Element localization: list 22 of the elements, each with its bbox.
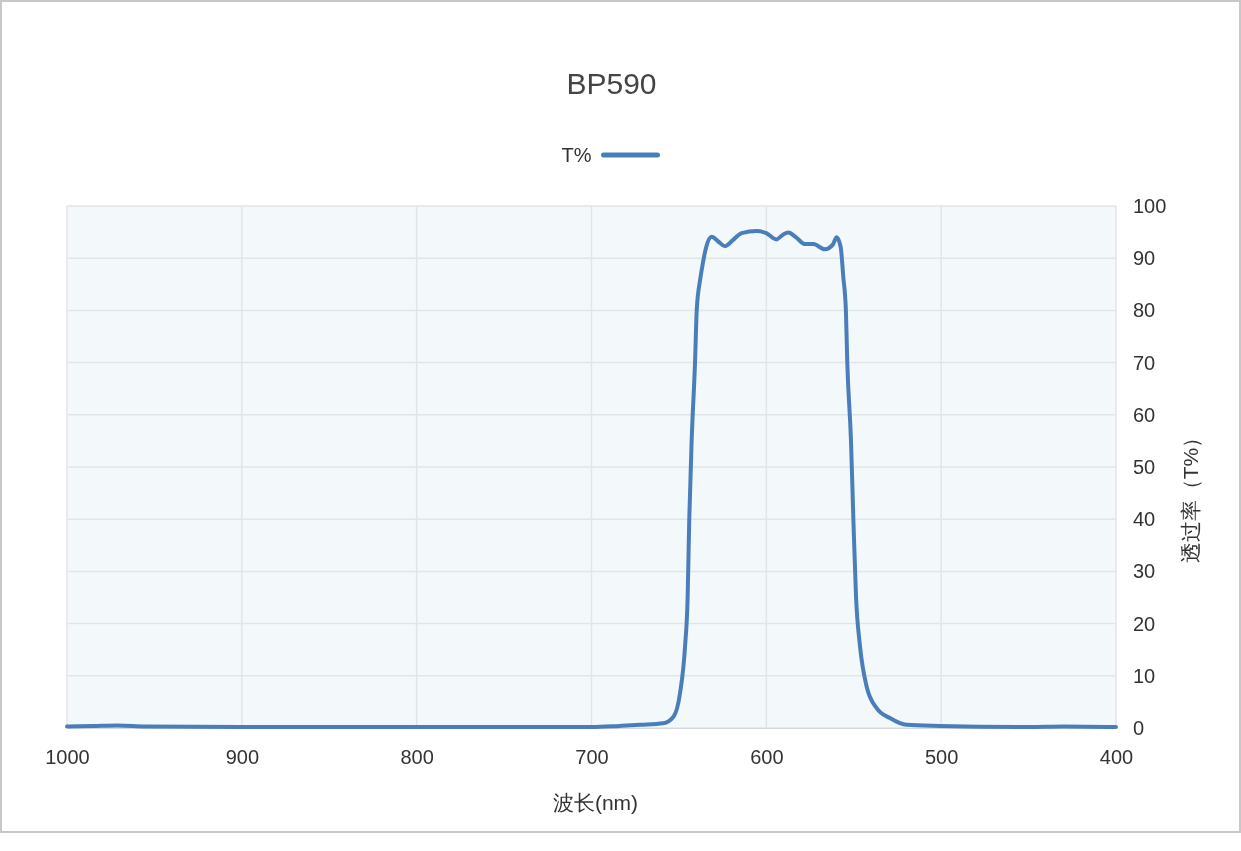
x-tick-label: 400 [1099,746,1134,769]
y-tick-label: 60 [1133,403,1156,426]
y-tick-label: 0 [1133,716,1145,739]
y-tick-label: 30 [1133,560,1156,583]
x-tick-label: 700 [575,746,609,769]
x-tick-label: 600 [750,746,784,769]
x-tick-label: 900 [225,746,260,769]
y-axis-title: 透过率（T%） [1179,426,1202,564]
x-axis-title: 波长(nm) [552,791,639,814]
y-tick-label: 20 [1133,612,1156,635]
y-tick-label: 50 [1133,455,1156,478]
y-tick-label: 90 [1133,247,1156,270]
y-tick-label: 40 [1133,508,1156,531]
legend-label: T% [561,144,592,166]
y-tick-label: 10 [1133,664,1156,687]
y-tick-label: 100 [1133,194,1167,217]
x-tick-label: 800 [400,746,434,769]
y-tick-label: 80 [1133,299,1156,322]
x-tick-label: 1000 [45,746,90,769]
x-tick-label: 500 [924,746,959,769]
y-tick-label: 70 [1133,351,1156,374]
chart-title: BP590 [566,67,657,100]
